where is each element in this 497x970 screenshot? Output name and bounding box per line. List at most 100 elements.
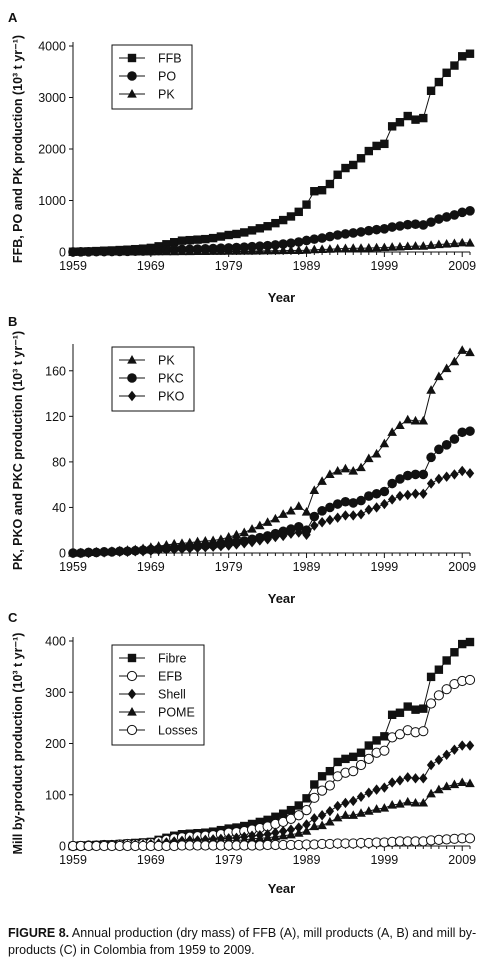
data-point [310,780,319,789]
data-point [426,759,436,771]
legend-marker [127,89,137,98]
data-point [434,754,444,766]
data-point [387,494,397,505]
data-point [442,471,451,482]
legend-label: PK [158,88,175,102]
data-point [371,224,382,235]
data-point [450,469,459,480]
data-point [262,240,273,251]
data-point [442,68,451,77]
data-point [193,542,202,554]
data-point [309,511,320,522]
data-point [247,245,257,255]
data-point [410,469,421,480]
data-point [123,546,132,558]
data-point [364,225,374,236]
panel-label: A [8,10,18,25]
data-point [418,415,429,425]
data-point [107,246,117,256]
data-point [449,356,460,366]
data-point [457,427,468,438]
data-point [395,241,405,251]
data-point [301,805,312,816]
data-point [426,672,436,682]
data-point [356,509,366,520]
data-point [332,466,343,475]
data-point [379,745,390,756]
data-point [317,233,327,243]
data-point [293,245,304,254]
data-point [286,824,296,835]
data-point [465,637,475,647]
data-point [247,536,257,548]
data-point [325,766,335,776]
legend-marker [127,355,137,364]
data-point [434,371,444,381]
legend-item: PK [119,354,175,368]
data-point [426,385,436,394]
data-point [325,469,335,479]
data-point [364,787,374,798]
data-point [395,798,405,808]
data-point [293,237,304,247]
series-line [73,242,471,253]
data-point [240,228,249,237]
data-point [341,754,350,764]
data-point [379,224,390,234]
data-point [216,232,226,241]
data-point [216,540,226,552]
data-point [387,478,397,489]
data-point [434,665,444,674]
data-point [340,496,351,507]
data-point [232,539,241,550]
data-point [333,757,342,767]
data-point [418,220,429,230]
data-point [364,146,374,156]
data-point [278,830,288,840]
data-point [255,833,265,842]
data-point [332,499,343,509]
data-point [325,805,335,817]
x-tick-label: 1969 [137,560,165,574]
x-tick-label: 1969 [137,259,165,273]
legend-marker [127,707,137,716]
data-point [153,246,164,256]
data-point [309,234,320,244]
data-point [441,239,452,248]
data-point [224,540,233,551]
data-point [441,684,452,695]
data-point [317,820,327,830]
data-point [449,210,460,220]
data-point [310,813,319,824]
data-point [333,800,342,812]
x-tick-label: 1999 [370,259,398,273]
data-point [169,246,179,256]
data-point [286,238,296,248]
data-point [255,245,265,255]
data-point [302,200,311,209]
data-point [395,490,405,502]
data-point [449,238,460,248]
data-point [356,748,366,757]
data-point [270,245,281,255]
data-point [387,222,397,232]
data-point [402,219,413,230]
legend-label: PKC [158,372,184,386]
x-axis-label: Year [268,591,295,606]
x-tick-label: 2009 [448,560,476,574]
x-tick-label: 2009 [448,259,476,273]
data-point [418,469,429,480]
legend-label: PKO [158,390,185,404]
data-point [349,510,358,521]
data-point [450,744,459,755]
data-point [310,187,319,196]
data-point [434,784,444,794]
data-point [457,777,468,787]
y-axis-label: FFB, PO and PK production (10³ t yr⁻¹) [11,35,25,263]
data-point [68,247,78,256]
data-point [317,517,327,528]
data-point [310,520,319,531]
data-point [395,221,405,231]
data-point [76,547,85,559]
